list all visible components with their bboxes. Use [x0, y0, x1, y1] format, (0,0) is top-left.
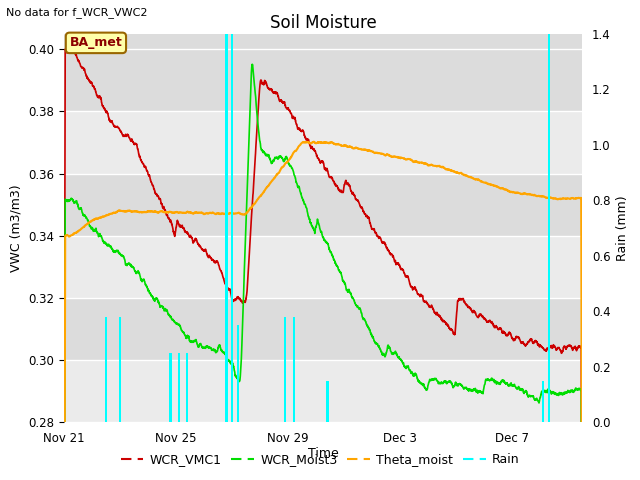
Bar: [64, 298, 582, 360]
Bar: [326, 381, 328, 422]
Bar: [186, 353, 188, 422]
Bar: [64, 174, 582, 236]
Bar: [225, 34, 228, 422]
Bar: [105, 317, 107, 422]
Text: No data for f_WCR_VWC2: No data for f_WCR_VWC2: [6, 7, 148, 18]
X-axis label: Time: Time: [308, 446, 339, 459]
Bar: [119, 317, 121, 422]
Bar: [548, 34, 550, 422]
Bar: [542, 381, 544, 422]
Bar: [64, 49, 582, 111]
Text: BA_met: BA_met: [70, 36, 122, 49]
Bar: [64, 360, 582, 422]
Bar: [64, 111, 582, 174]
Bar: [64, 236, 582, 298]
Title: Soil Moisture: Soil Moisture: [270, 14, 376, 32]
Bar: [178, 353, 180, 422]
Y-axis label: VWC (m3/m3): VWC (m3/m3): [10, 184, 23, 272]
Legend: WCR_VMC1, WCR_Moist3, Theta_moist, Rain: WCR_VMC1, WCR_Moist3, Theta_moist, Rain: [116, 448, 524, 471]
Bar: [231, 34, 233, 422]
Bar: [237, 325, 239, 422]
Bar: [170, 353, 172, 422]
Bar: [292, 317, 295, 422]
Bar: [284, 317, 287, 422]
Y-axis label: Rain (mm): Rain (mm): [616, 195, 629, 261]
